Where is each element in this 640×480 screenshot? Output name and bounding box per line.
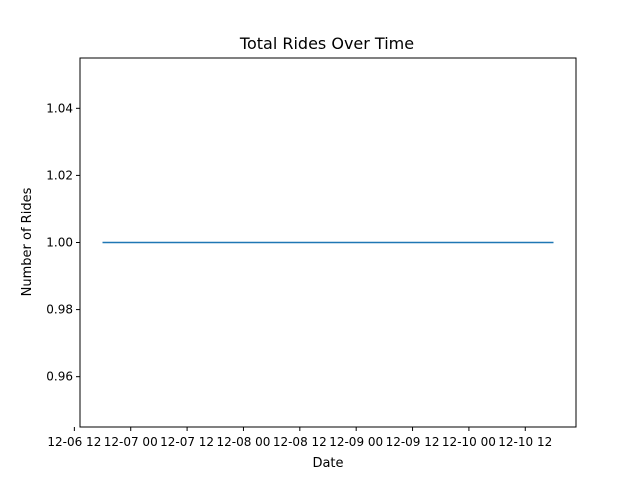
y-tick-label: 1.00	[46, 236, 73, 250]
y-tick-label: 1.04	[46, 101, 73, 115]
x-tick-label: 12-08 12	[273, 435, 327, 449]
x-tick-label: 12-07 12	[160, 435, 214, 449]
x-tick-label: 12-09 12	[386, 435, 440, 449]
y-axis-ticks: 0.96 0.98 1.00 1.02 1.04	[46, 101, 80, 384]
x-tick-label: 12-08 00	[216, 435, 270, 449]
x-tick-label: 12-10 00	[442, 435, 496, 449]
x-tick-label: 12-06 12	[47, 435, 101, 449]
y-axis-label: Number of Rides	[20, 187, 35, 296]
y-tick-label: 0.96	[46, 370, 73, 384]
chart-title: Total Rides Over Time	[239, 34, 414, 53]
x-axis-ticks: 12-06 12 12-07 00 12-07 12 12-08 00 12-08 12…	[47, 427, 552, 449]
x-tick-label: 12-10 12	[498, 435, 552, 449]
x-axis-label: Date	[312, 456, 343, 471]
y-tick-label: 0.98	[46, 303, 73, 317]
x-tick-label: 12-09 00	[329, 435, 383, 449]
x-tick-label: 12-07 00	[104, 435, 158, 449]
plot-frame	[79, 57, 577, 428]
y-tick-label: 1.02	[46, 168, 73, 182]
